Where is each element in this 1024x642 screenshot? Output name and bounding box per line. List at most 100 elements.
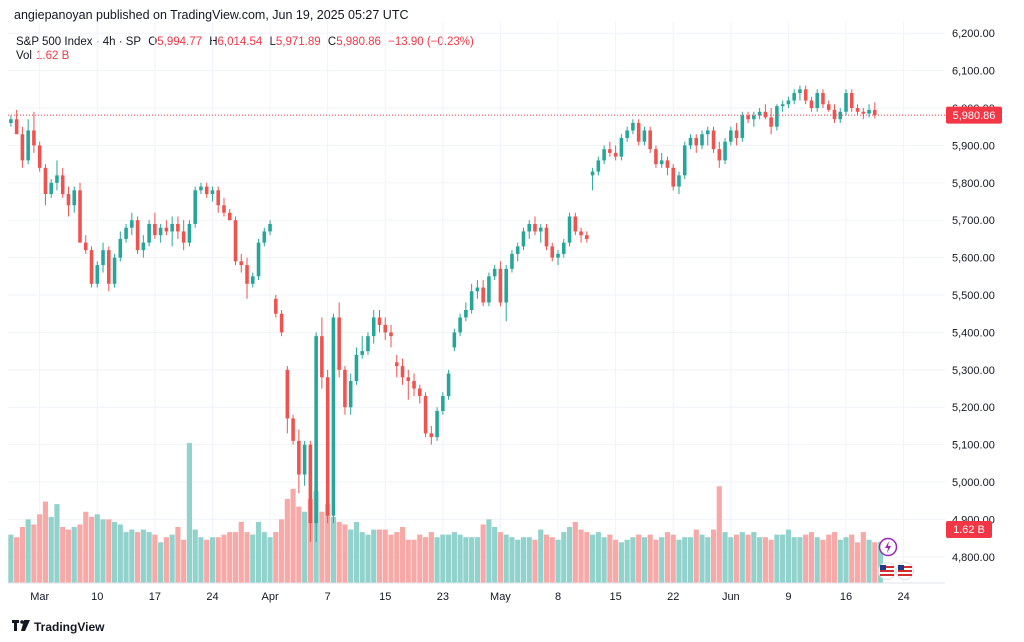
candle (124, 223, 128, 243)
volume-bar (71, 527, 77, 583)
candle (435, 407, 439, 441)
volume-bar (290, 488, 296, 583)
candle (135, 216, 140, 254)
candle (809, 96, 814, 112)
volume-bar (296, 506, 302, 583)
candle (112, 253, 117, 288)
volume-bar (831, 532, 838, 583)
volume-bar (624, 539, 630, 583)
volume-bar (854, 542, 861, 583)
volume-bar (42, 501, 49, 583)
volume-bar (601, 537, 607, 583)
candle (383, 317, 388, 340)
volume-bar (820, 539, 826, 583)
y-tick-label: 5,300.00 (952, 365, 995, 377)
volume-bar (555, 539, 561, 583)
volume-bar (451, 532, 457, 583)
volume-bar (866, 539, 872, 583)
x-tick-label: Jun (722, 591, 740, 603)
x-tick-label: 16 (840, 591, 852, 603)
volume-bar (843, 537, 849, 583)
candle (285, 366, 290, 434)
volume-bar (791, 537, 797, 583)
open-key: O (148, 36, 158, 48)
candle (798, 85, 802, 101)
candle (181, 220, 186, 251)
candle (55, 160, 59, 191)
price-axis[interactable]: 6,200.006,100.006,000.005,900.005,800.00… (952, 28, 995, 564)
publisher-line: angiepanoyan published on TradingView.co… (14, 8, 409, 22)
volume-bar (515, 539, 521, 583)
candle (446, 369, 451, 400)
candle (227, 209, 232, 221)
high-label: H6,014.54 (209, 36, 262, 48)
volume-bar (261, 532, 267, 583)
close-value: 5,980.86 (336, 36, 381, 48)
volume-bar (670, 534, 676, 583)
volume-bar (221, 534, 227, 583)
volume-key[interactable]: Vol (16, 50, 32, 62)
candle (153, 212, 157, 239)
lightning-icon[interactable] (878, 537, 898, 557)
volume-bar (232, 532, 239, 583)
volume-bar (48, 516, 54, 583)
y-tick-label: 5,200.00 (952, 402, 995, 414)
candle (354, 347, 359, 385)
volume-bar (837, 539, 843, 583)
candle (619, 134, 624, 161)
symbol-label[interactable]: S&P 500 Index · 4h · SP (16, 36, 142, 48)
volume-value: 1.62 B (36, 50, 70, 62)
volume-bar (641, 537, 648, 583)
candle (648, 126, 652, 153)
volume-bar (509, 537, 515, 583)
candle (625, 126, 629, 142)
candle (544, 223, 549, 251)
volume-bar (273, 532, 279, 583)
close-label: C5,980.86 (328, 36, 381, 48)
candle (43, 164, 48, 206)
tradingview-footer[interactable]: TradingView (12, 619, 104, 635)
candle (665, 156, 670, 176)
volume-bar (428, 532, 434, 583)
x-tick-label: 17 (149, 591, 161, 603)
volume-bar (83, 511, 89, 583)
candle (826, 100, 831, 112)
candle (141, 235, 146, 258)
volume-bar (422, 537, 429, 583)
candle (556, 250, 560, 266)
candle (291, 414, 295, 445)
volume-bar (325, 504, 331, 583)
candle (216, 186, 221, 213)
candle (734, 122, 739, 146)
x-tick-label: 10 (91, 591, 103, 603)
price-tag: 5,980.86 (946, 106, 1002, 124)
x-tick-label: 7 (325, 591, 331, 603)
us-flag-icon[interactable] (878, 562, 896, 580)
candle (671, 164, 676, 191)
volume-bar (497, 532, 504, 583)
volume-bar (572, 521, 578, 583)
candle (844, 89, 848, 116)
time-axis[interactable]: Mar 10 17 24 Apr 7 15 23 May 8 15 22 Jun 9 16 24 (30, 591, 910, 603)
y-tick-label: 5,500.00 (952, 290, 995, 302)
us-flag-icon-2[interactable] (896, 562, 914, 580)
volume-bar (469, 537, 475, 583)
candle (579, 227, 583, 243)
candle (504, 265, 508, 322)
candle (366, 332, 370, 355)
volume-bar (584, 532, 590, 583)
candle (602, 145, 606, 165)
x-tick-label: Apr (261, 591, 278, 603)
x-tick-label: 23 (437, 591, 449, 603)
candle (521, 227, 526, 251)
candle (838, 108, 843, 123)
candle (204, 182, 209, 198)
candle (343, 366, 347, 415)
candle (32, 111, 36, 153)
candle (193, 186, 197, 228)
volume-bar (204, 539, 210, 583)
candle (803, 85, 808, 105)
candle (740, 111, 745, 142)
candle (308, 440, 313, 542)
